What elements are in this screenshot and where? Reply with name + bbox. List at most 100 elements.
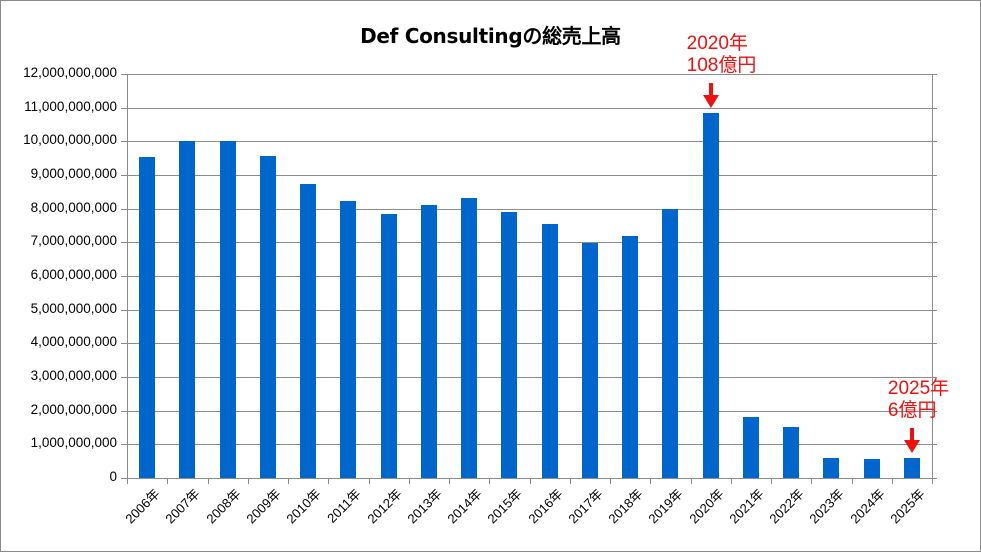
y-tick-label: 0	[109, 469, 117, 484]
x-tick	[207, 478, 209, 484]
y-tick	[121, 309, 127, 311]
gridline	[127, 377, 932, 378]
bar-2010年	[300, 183, 317, 478]
x-tick	[811, 478, 813, 484]
y-tick-label: 4,000,000,000	[30, 334, 117, 350]
x-tick	[610, 478, 611, 484]
gridline	[127, 175, 932, 176]
annotation-label: 2025年 6億円	[888, 378, 949, 422]
x-tick	[529, 478, 531, 484]
x-tick	[650, 478, 652, 484]
x-tick	[932, 478, 933, 484]
y-tick	[121, 208, 127, 210]
x-tick	[771, 478, 772, 484]
bar-2023年	[823, 457, 840, 478]
bar-2025年	[903, 457, 920, 478]
y-tick-label: 2,000,000,000	[30, 401, 117, 417]
gridline	[127, 141, 932, 143]
secondary-y-tick	[932, 444, 937, 446]
y-tick	[121, 478, 127, 479]
bar-2006年	[139, 157, 156, 478]
y-tick	[121, 276, 127, 277]
x-tick	[730, 478, 732, 484]
y-tick	[121, 377, 127, 378]
y-tick-label: 1,000,000,000	[30, 435, 117, 451]
bar-2014年	[461, 197, 478, 478]
annotation-amount: 108億円	[686, 55, 757, 77]
secondary-y-tick	[932, 343, 937, 345]
bar-2021年	[742, 416, 759, 478]
y-tick	[121, 410, 127, 412]
gridline	[127, 242, 932, 244]
bar-2016年	[541, 224, 558, 478]
secondary-y-tick	[932, 107, 937, 109]
bar-2020年	[702, 113, 719, 478]
bar-2019年	[662, 208, 679, 478]
y-tick-label: 12,000,000,000	[23, 65, 117, 80]
y-tick	[121, 107, 127, 109]
plot-area	[121, 74, 937, 484]
y-tick	[121, 343, 127, 345]
x-tick	[408, 478, 410, 484]
secondary-y-tick	[932, 377, 937, 378]
gridline	[127, 343, 932, 345]
bar-2013年	[420, 204, 437, 478]
gridline	[127, 276, 932, 277]
y-tick-label: 8,000,000,000	[30, 199, 117, 215]
x-tick	[690, 478, 692, 484]
x-tick	[167, 478, 169, 484]
secondary-y-tick	[932, 242, 937, 244]
gridline	[127, 74, 932, 75]
gridline	[127, 410, 932, 412]
bar-2017年	[581, 243, 598, 478]
x-tick	[127, 478, 128, 484]
y-tick	[121, 74, 127, 75]
x-tick	[851, 478, 853, 484]
y-tick-label: 10,000,000,000	[23, 132, 117, 148]
y-tick-label: 7,000,000,000	[30, 233, 117, 249]
y-tick-label: 11,000,000,000	[24, 98, 117, 114]
gridline	[127, 444, 932, 446]
bar-2008年	[219, 141, 236, 478]
x-tick	[368, 478, 370, 484]
annotation-year: 2025年	[887, 377, 950, 399]
y-tick	[121, 444, 127, 446]
x-tick	[288, 478, 289, 484]
secondary-y-tick	[932, 175, 937, 176]
bar-2024年	[863, 459, 880, 478]
gridline	[127, 107, 932, 109]
bar-2022年	[783, 426, 800, 478]
y-tick	[121, 242, 127, 244]
annotation-amount: 6億円	[887, 399, 937, 421]
bar-2007年	[179, 141, 196, 478]
gridline	[127, 208, 932, 210]
x-tick	[489, 478, 491, 484]
x-tick	[449, 478, 450, 484]
y-tick-label: 6,000,000,000	[30, 267, 117, 282]
secondary-y-tick	[932, 141, 937, 143]
annotation-year: 2020年	[686, 33, 748, 55]
bar-2011年	[340, 200, 357, 478]
y-tick-label: 5,000,000,000	[30, 300, 117, 316]
annotation-label: 2020年 108億円	[687, 33, 757, 77]
x-tick	[328, 478, 330, 484]
y-tick-label: 3,000,000,000	[30, 368, 117, 383]
y-tick	[121, 175, 127, 176]
secondary-y-tick	[932, 410, 937, 412]
x-tick	[891, 478, 893, 484]
y-tick	[121, 141, 127, 143]
secondary-y-tick	[932, 309, 937, 311]
x-tick	[247, 478, 249, 484]
bar-2018年	[622, 235, 639, 478]
x-tick	[569, 478, 571, 484]
bar-2012年	[380, 213, 397, 478]
secondary-y-tick	[932, 478, 937, 479]
bar-2015年	[501, 211, 518, 478]
gridline	[127, 309, 932, 311]
secondary-y-tick	[932, 276, 937, 277]
y-tick-label: 9,000,000,000	[30, 166, 117, 181]
chart-title: Def Consultingの総売上高	[360, 24, 621, 48]
secondary-y-tick	[932, 74, 937, 75]
secondary-y-tick	[932, 208, 937, 210]
bar-2009年	[259, 155, 276, 478]
